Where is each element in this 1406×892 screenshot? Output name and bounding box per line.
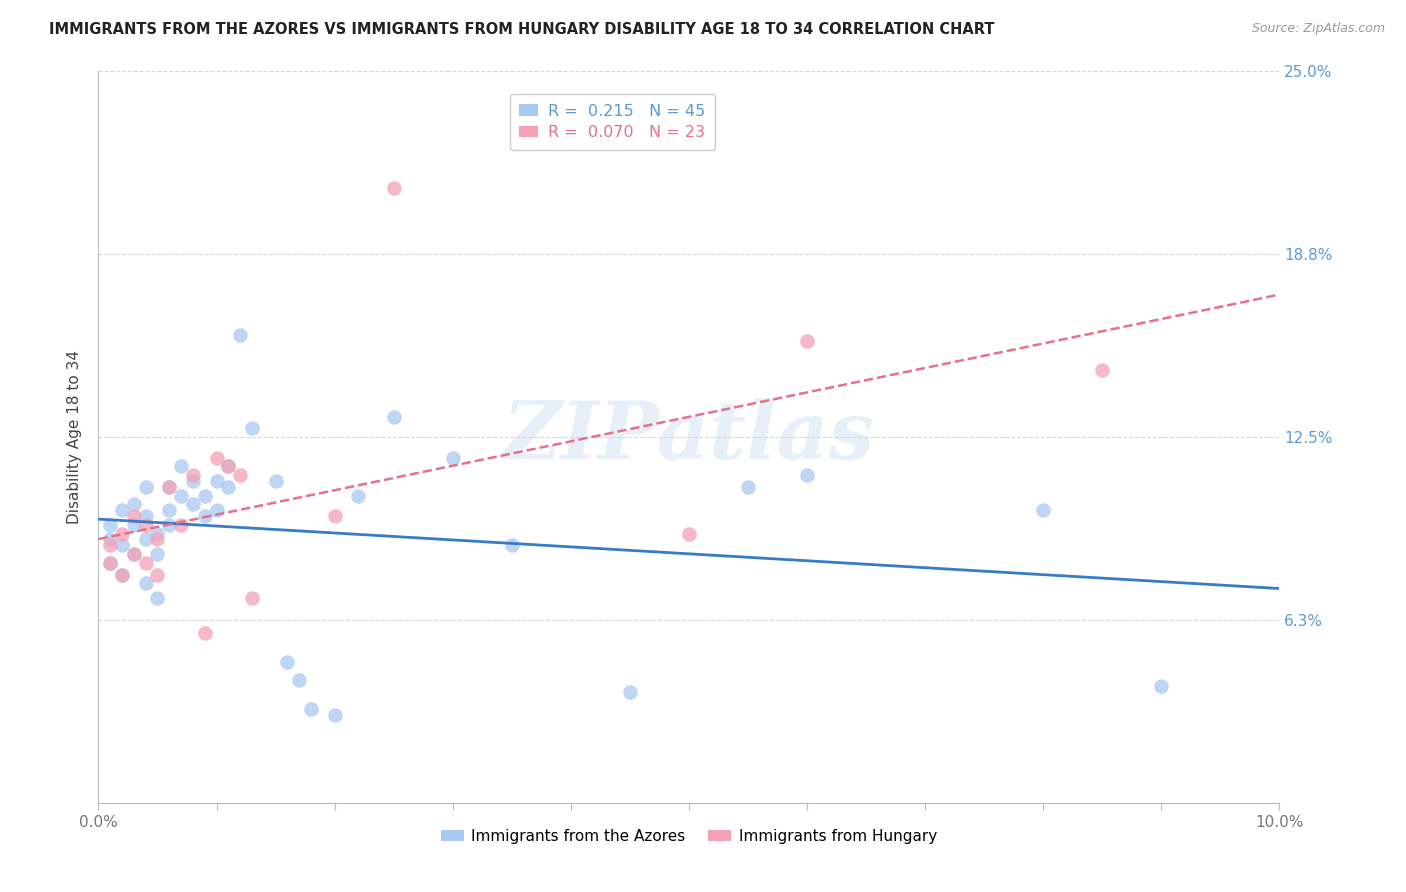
- Point: [122, 497, 145, 511]
- Point: [205, 474, 228, 488]
- Text: IMMIGRANTS FROM THE AZORES VS IMMIGRANTS FROM HUNGARY DISABILITY AGE 18 TO 34 CO: IMMIGRANTS FROM THE AZORES VS IMMIGRANTS…: [49, 22, 994, 37]
- Point: [157, 503, 180, 517]
- Point: [181, 468, 204, 483]
- Point: [122, 517, 145, 532]
- Point: [122, 547, 145, 561]
- Point: [194, 626, 217, 640]
- Point: [111, 538, 134, 552]
- Point: [382, 181, 405, 195]
- Point: [382, 409, 405, 424]
- Point: [240, 591, 263, 605]
- Y-axis label: Disability Age 18 to 34: Disability Age 18 to 34: [67, 350, 83, 524]
- Point: [678, 526, 700, 541]
- Point: [135, 509, 157, 524]
- Point: [323, 509, 346, 524]
- Point: [111, 567, 134, 582]
- Point: [122, 509, 145, 524]
- Point: [98, 533, 121, 547]
- Point: [181, 497, 204, 511]
- Point: [157, 517, 180, 532]
- Point: [1091, 363, 1114, 377]
- Point: [146, 591, 169, 605]
- Point: [217, 459, 239, 474]
- Point: [170, 489, 193, 503]
- Point: [276, 656, 298, 670]
- Point: [194, 489, 217, 503]
- Point: [323, 708, 346, 723]
- Point: [146, 533, 169, 547]
- Point: [229, 468, 252, 483]
- Point: [98, 517, 121, 532]
- Point: [299, 702, 322, 716]
- Point: [619, 684, 641, 698]
- Text: ZIPatlas: ZIPatlas: [503, 399, 875, 475]
- Point: [170, 517, 193, 532]
- Legend: Immigrants from the Azores, Immigrants from Hungary: Immigrants from the Azores, Immigrants f…: [434, 822, 943, 850]
- Point: [217, 480, 239, 494]
- Point: [157, 480, 180, 494]
- Point: [170, 459, 193, 474]
- Point: [796, 468, 818, 483]
- Point: [98, 556, 121, 570]
- Point: [194, 509, 217, 524]
- Point: [347, 489, 370, 503]
- Point: [229, 327, 252, 342]
- Point: [181, 474, 204, 488]
- Point: [264, 474, 287, 488]
- Point: [135, 480, 157, 494]
- Point: [146, 567, 169, 582]
- Point: [98, 538, 121, 552]
- Point: [146, 526, 169, 541]
- Point: [135, 576, 157, 591]
- Point: [135, 517, 157, 532]
- Point: [146, 547, 169, 561]
- Point: [737, 480, 759, 494]
- Point: [135, 533, 157, 547]
- Point: [217, 459, 239, 474]
- Point: [796, 334, 818, 348]
- Point: [135, 556, 157, 570]
- Point: [1150, 679, 1173, 693]
- Point: [111, 567, 134, 582]
- Text: Source: ZipAtlas.com: Source: ZipAtlas.com: [1251, 22, 1385, 36]
- Point: [441, 450, 464, 465]
- Point: [288, 673, 311, 687]
- Point: [205, 450, 228, 465]
- Point: [122, 547, 145, 561]
- Point: [1032, 503, 1054, 517]
- Point: [111, 526, 134, 541]
- Point: [111, 503, 134, 517]
- Point: [98, 556, 121, 570]
- Point: [205, 503, 228, 517]
- Point: [157, 480, 180, 494]
- Point: [240, 421, 263, 435]
- Point: [501, 538, 523, 552]
